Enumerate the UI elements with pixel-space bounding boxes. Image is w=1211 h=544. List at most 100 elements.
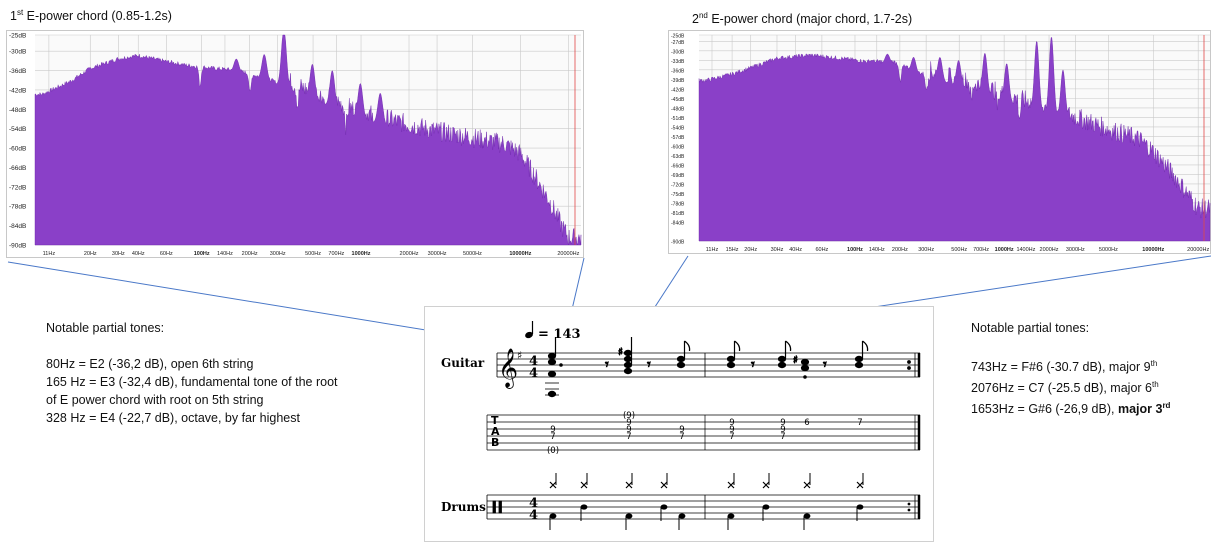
y-tick-label: -54dB	[671, 125, 685, 131]
note-flag	[684, 340, 691, 352]
x-tick-label: 60Hz	[160, 251, 173, 257]
y-axis-labels: -25dB -30dB -36dB -42dB -48dB -54dB -60dB -66dB…	[9, 33, 26, 250]
y-tick-label: -45dB	[671, 97, 685, 103]
x-tick-label: 20Hz	[84, 251, 97, 257]
drum-note	[762, 504, 770, 510]
staccato-dot	[803, 375, 807, 379]
tab-fret: 7	[679, 432, 684, 442]
sheet-music: = 143 Guitar 𝄞 ♯ 4 4	[424, 306, 934, 542]
note-head	[623, 367, 633, 375]
spectrum-area	[34, 34, 582, 246]
x-tick-label: 30Hz	[771, 247, 784, 253]
x-tick-label: 700Hz	[973, 247, 989, 253]
tab-fret: 6	[804, 418, 809, 428]
notes-right: Notable partial tones: 743Hz = F#6 (-30.…	[971, 319, 1170, 418]
spectrum1-title-ordinal: st	[16, 8, 24, 17]
notes-right-text: 2076Hz = C7 (-25.5 dB), major 6	[971, 381, 1152, 396]
x-tick-label: 30Hz	[112, 251, 125, 257]
drum-note	[856, 504, 864, 510]
x-tick-label: 100Hz	[847, 247, 863, 253]
x-tick-label: 300Hz	[918, 247, 934, 253]
note-head	[547, 390, 557, 398]
y-tick-label: -60dB	[671, 144, 685, 150]
notes-right-ordinal: th	[1152, 380, 1159, 390]
drum-note	[803, 513, 811, 519]
note-head	[623, 349, 633, 357]
note-head	[800, 358, 810, 366]
spectrum1-title-number: 1	[10, 9, 17, 24]
note-head	[623, 355, 633, 363]
sheet-music-svg: = 143 Guitar 𝄞 ♯ 4 4	[441, 321, 921, 530]
note-head	[547, 370, 557, 378]
tab-fret: 9	[729, 418, 734, 428]
x-tick-label: 700Hz	[328, 251, 344, 257]
note-head	[547, 358, 557, 366]
y-tick-label: -84dB	[671, 220, 685, 226]
note-head	[854, 361, 864, 369]
y-tick-label: -75dB	[671, 192, 685, 198]
y-tick-label: -57dB	[671, 135, 685, 141]
tab-fret: (9)	[623, 411, 635, 421]
y-tick-label: -39dB	[671, 78, 685, 84]
tab-fret: 9	[679, 425, 684, 435]
x-tick-label: 500Hz	[305, 251, 321, 257]
y-tick-label: -66dB	[9, 165, 26, 172]
hi-hat-note	[580, 481, 588, 489]
y-tick-label: -48dB	[9, 107, 26, 114]
spectrum2-svg: -25dB-27dB -30dB -33dB -36dB -39dB -42dB -45dB…	[671, 34, 1211, 253]
drum-time-bottom: 4	[529, 508, 538, 523]
eighth-rest-icon: 𝄾	[823, 357, 827, 373]
x-tick-label: 3000Hz	[428, 251, 447, 257]
spectrum2-chart: -25dB -27dB -30dB -33dB -36dB -39dB -42dB -45dB…	[668, 30, 1211, 254]
spectrum2-title-ordinal: nd	[698, 11, 708, 20]
drums-label: Drums	[441, 500, 486, 514]
y-tick-label: -78dB	[9, 204, 26, 211]
x-tick-label: 11Hz	[706, 247, 719, 253]
treble-clef-icon: 𝄞	[498, 348, 518, 389]
x-tick-label: 200Hz	[242, 251, 258, 257]
dot	[559, 363, 563, 367]
x-tick-label: 1400Hz	[1016, 247, 1035, 253]
x-tick-label: 5000Hz	[1099, 247, 1118, 253]
x-tick-label: 10000Hz	[1142, 247, 1164, 253]
notes-left-line: 328 Hz = E4 (-22,7 dB), octave, by far h…	[46, 411, 300, 425]
x-tick-label: 300Hz	[270, 251, 286, 257]
tempo-note-icon	[525, 331, 533, 339]
notes-right-ordinal: rd	[1162, 401, 1171, 411]
sharp-accidental: ♯	[618, 347, 623, 358]
note-head	[547, 352, 557, 360]
notes-left: Notable partial tones: 80Hz = E2 (-36,2 …	[46, 319, 338, 427]
drum-note	[580, 504, 588, 510]
y-tick-label: -78dB	[671, 201, 685, 207]
note-head	[676, 355, 686, 363]
y-tick-label: -60dB	[9, 146, 26, 153]
drum-staff	[486, 494, 921, 520]
notes-right-heading: Notable partial tones:	[971, 321, 1090, 335]
notes-right-bold-text: major 3	[1117, 402, 1163, 417]
note-head	[777, 355, 787, 363]
notes-right-ordinal: th	[1150, 359, 1158, 368]
y-tick-label: -36dB	[9, 68, 26, 75]
note-head	[726, 361, 736, 369]
y-tick-label: -30dB	[671, 49, 685, 55]
eighth-rest-icon: 𝄾	[751, 357, 755, 373]
x-tick-label: 40Hz	[789, 247, 802, 253]
eighth-rest-icon: 𝄾	[605, 357, 609, 373]
x-tick-label: 2000Hz	[400, 251, 419, 257]
x-tick-label: 11Hz	[43, 251, 56, 257]
time-signature-top: 4	[529, 354, 538, 369]
drum-note	[660, 504, 668, 510]
repeat-dot	[907, 502, 911, 506]
repeat-dot	[907, 366, 911, 370]
x-tick-label: 100Hz	[194, 251, 210, 257]
drum-notes	[549, 473, 911, 530]
x-tick-label: 1000Hz	[995, 247, 1014, 253]
note-flag	[785, 340, 792, 352]
measure-1-notes: 𝄾 ♯ 𝄾	[545, 337, 691, 398]
spectrum2-title: 2nd E-power chord (major chord, 1.7-2s)	[692, 11, 912, 26]
y-tick-label: -66dB	[671, 163, 685, 169]
tab-fret: 9	[780, 425, 785, 435]
drum-note	[625, 513, 633, 519]
hi-hat-note	[549, 481, 557, 489]
notes-right-line: 1653Hz = G#6 (-26,9 dB), major 3rd	[971, 397, 1170, 418]
